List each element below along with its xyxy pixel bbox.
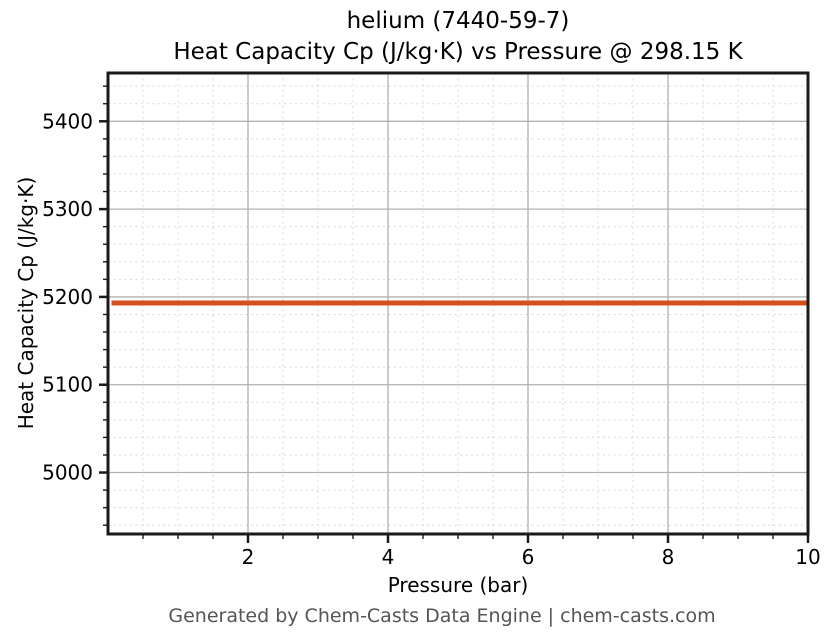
y-tick-label: 5200	[42, 285, 93, 309]
footer-credit: Generated by Chem-Casts Data Engine | ch…	[168, 605, 716, 627]
chart-title-line1: helium (7440-59-7)	[346, 8, 570, 34]
chart-title: helium (7440-59-7) Heat Capacity Cp (J/k…	[108, 6, 808, 68]
x-tick-label: 8	[662, 545, 675, 569]
y-tick-label: 5100	[42, 373, 93, 397]
y-tick-label: 5400	[42, 109, 93, 133]
x-tick-label: 10	[795, 545, 820, 569]
x-tick-label: 2	[242, 545, 255, 569]
chart-title-line2: Heat Capacity Cp (J/kg·K) vs Pressure @ …	[173, 39, 743, 65]
x-axis-label: Pressure (bar)	[387, 573, 529, 597]
y-tick-label: 5300	[42, 197, 93, 221]
y-tick-label: 5000	[42, 461, 93, 485]
x-tick-label: 6	[522, 545, 535, 569]
y-axis-label: Heat Capacity Cp (J/kg·K)	[14, 176, 38, 430]
x-tick-label: 4	[382, 545, 395, 569]
